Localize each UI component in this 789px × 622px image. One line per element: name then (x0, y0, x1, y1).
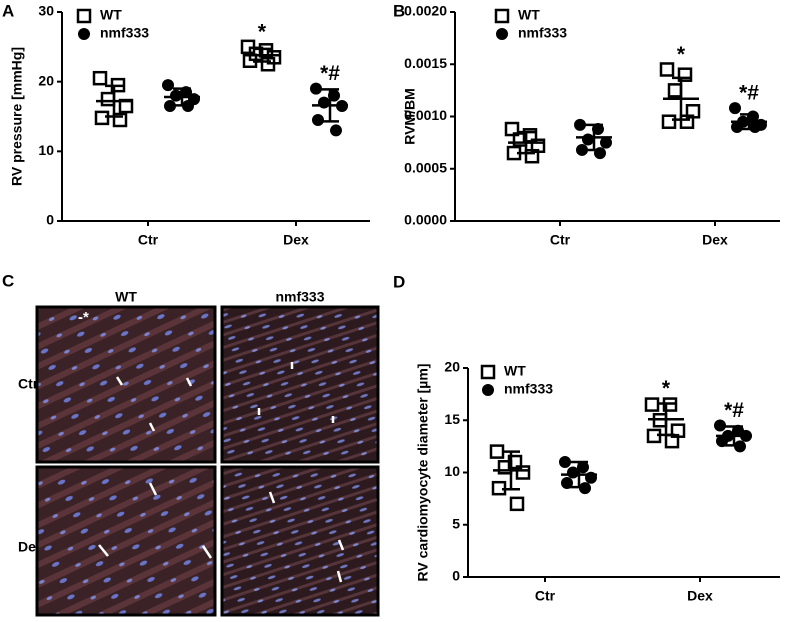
column-label: WT (115, 289, 137, 305)
y-tick-label: 0.0015 (404, 55, 447, 71)
significance-label: * (662, 377, 671, 400)
data-point (574, 118, 586, 131)
y-tick-label: 0 (46, 212, 54, 228)
y-tick-label: 20 (38, 72, 54, 88)
data-point (504, 121, 520, 137)
data-point (644, 397, 660, 412)
data-point (100, 91, 116, 107)
legend-marker (494, 8, 510, 24)
data-point (659, 62, 675, 77)
row-label: Ctr (18, 376, 39, 392)
panel-label: C (2, 271, 14, 290)
legend-marker (480, 364, 496, 380)
y-tick-label: 0.0010 (404, 107, 447, 123)
data-point (164, 100, 176, 113)
legend-label: nmf333 (518, 25, 567, 41)
legend-marker (496, 28, 508, 40)
data-point (170, 89, 182, 102)
panel-label: A (2, 1, 14, 20)
y-tick-label: 10 (38, 142, 54, 158)
data-point (524, 148, 540, 164)
x-tick-label: Ctr (535, 588, 556, 604)
micrograph-image (35, 305, 217, 464)
legend-label: nmf333 (100, 25, 149, 41)
data-point (714, 419, 726, 432)
data-point (677, 67, 693, 82)
significance-label: *# (739, 82, 759, 105)
y-tick-label: 5 (452, 515, 460, 531)
legend-marker (78, 28, 90, 40)
data-point (559, 456, 571, 469)
data-point (522, 128, 538, 143)
data-point (310, 82, 322, 95)
scale-annotation: -* (78, 309, 89, 326)
data-point (112, 112, 128, 128)
significance-label: *# (724, 399, 744, 422)
data-point (330, 124, 342, 137)
panel-label: B (393, 1, 405, 20)
micrograph-image (220, 465, 380, 617)
y-tick-label: 0 (452, 568, 460, 584)
y-tick-label: 0.0000 (404, 212, 447, 228)
data-point (312, 113, 324, 126)
y-tick-label: 0.0020 (404, 3, 447, 19)
x-tick-label: Ctr (138, 232, 159, 248)
legend-label: WT (100, 7, 122, 23)
x-tick-label: Dex (687, 588, 713, 604)
panel-label: D (393, 272, 405, 291)
data-point (162, 79, 174, 92)
y-tick-label: 30 (38, 3, 54, 19)
micrograph-panel: C WT nmf333 Ctr Dex -* (2, 271, 380, 617)
data-point (576, 143, 588, 156)
legend-marker (482, 384, 494, 396)
data-point (567, 466, 579, 479)
y-axis-label: RVM/BM (402, 88, 418, 145)
data-point (729, 102, 741, 115)
y-tick-label: 15 (444, 411, 460, 427)
legend-marker (76, 8, 92, 24)
y-axis-label: RV pressure [mmHg] (9, 47, 25, 186)
x-tick-label: Dex (702, 232, 728, 248)
data-point (667, 83, 683, 98)
data-point (260, 57, 276, 72)
data-point (489, 444, 505, 459)
data-point (661, 114, 677, 129)
data-point (679, 114, 695, 129)
micrograph-image (35, 465, 217, 617)
legend-label: nmf333 (504, 381, 553, 397)
data-point (515, 465, 531, 480)
significance-label: *# (320, 62, 340, 85)
data-point (92, 70, 108, 86)
data-point (94, 110, 110, 126)
legend-label: WT (518, 7, 540, 23)
significance-label: * (677, 43, 686, 66)
x-tick-label: Ctr (550, 232, 571, 248)
column-label: nmf333 (275, 289, 324, 305)
x-tick-label: Dex (283, 232, 309, 248)
y-tick-label: 10 (444, 463, 460, 479)
data-point (600, 136, 612, 149)
y-tick-label: 0.0005 (404, 159, 447, 175)
y-axis-label: RV cardiomyocyte diameter [µm] (415, 364, 431, 582)
y-tick-label: 20 (444, 359, 460, 375)
legend-label: WT (504, 363, 526, 379)
data-point (509, 496, 525, 512)
data-point (318, 96, 330, 109)
significance-label: * (258, 20, 267, 43)
diameter-markers (98, 362, 345, 583)
data-point (582, 133, 594, 146)
micrograph-image (220, 305, 380, 464)
